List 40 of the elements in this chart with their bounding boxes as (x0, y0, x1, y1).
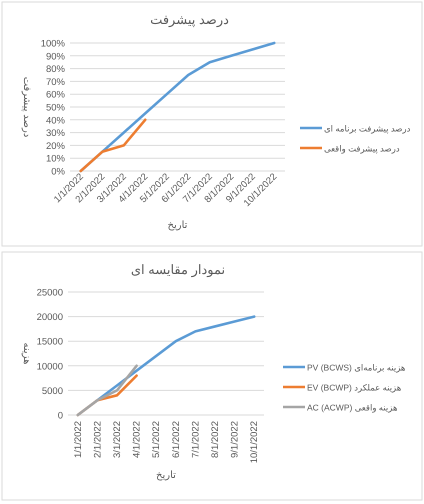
legend-label: درصد پیشرفت واقعی (324, 144, 400, 154)
y-tick-label: 50% (46, 102, 66, 114)
y-tick-label: 80% (46, 64, 66, 76)
x-tick-label: 9/1/2022 (230, 421, 241, 458)
x-tick-label: 3/1/2022 (112, 421, 123, 458)
y-tick-label: 90% (46, 51, 66, 62)
y-tick-label: 10000 (36, 361, 63, 372)
x-tick-label: 2/1/2022 (92, 421, 104, 458)
y-tick-label: 20000 (36, 312, 63, 324)
y-tick-label: 15000 (36, 336, 63, 348)
line-series (79, 118, 147, 172)
y-tick-label: 100% (40, 38, 66, 50)
y-tick-label: 5000 (42, 386, 63, 397)
legend-label: هزینه واقعی AC (ACWP) (307, 402, 398, 414)
y-axis-title: درصد پیشرفت (21, 76, 32, 138)
x-tick-label: 8/1/2022 (210, 421, 221, 458)
chart-title: درصد پیشرفت (150, 12, 230, 28)
x-axis-title: تاریخ (168, 220, 188, 231)
y-tick-label: 60% (46, 90, 66, 101)
legend-label: هزینه عملکرد EV (BCWP) (307, 382, 402, 394)
y-tick-label: 0% (51, 166, 66, 178)
y-tick-label: 0 (58, 410, 63, 422)
y-tick-label: 30% (46, 128, 66, 140)
y-tick-label: 10% (46, 154, 66, 165)
legend-label: درصد پیشرفت برنامه ای (324, 124, 411, 134)
y-axis-title: هزینه (21, 342, 32, 364)
x-tick-label: 4/1/2022 (132, 421, 143, 458)
line-series (76, 364, 138, 416)
y-tick-label: 20% (46, 140, 66, 152)
x-tick-label: 5/1/2022 (151, 421, 162, 458)
x-tick-label: 6/1/2022 (170, 421, 182, 458)
x-tick-label: 10/1/2022 (249, 421, 260, 464)
y-tick-label: 70% (46, 76, 66, 88)
x-tick-label: 7/1/2022 (190, 421, 202, 458)
y-tick-label: 25000 (36, 288, 63, 298)
x-axis-title: تاریخ (156, 470, 176, 481)
y-tick-label: 40% (46, 115, 66, 126)
legend-label: هزینه برنامه‌ای PV (BCWS) (307, 362, 406, 374)
x-tick-label: 1/1/2022 (72, 421, 84, 458)
chart-title: نمودار مقایسه ای (130, 262, 226, 278)
